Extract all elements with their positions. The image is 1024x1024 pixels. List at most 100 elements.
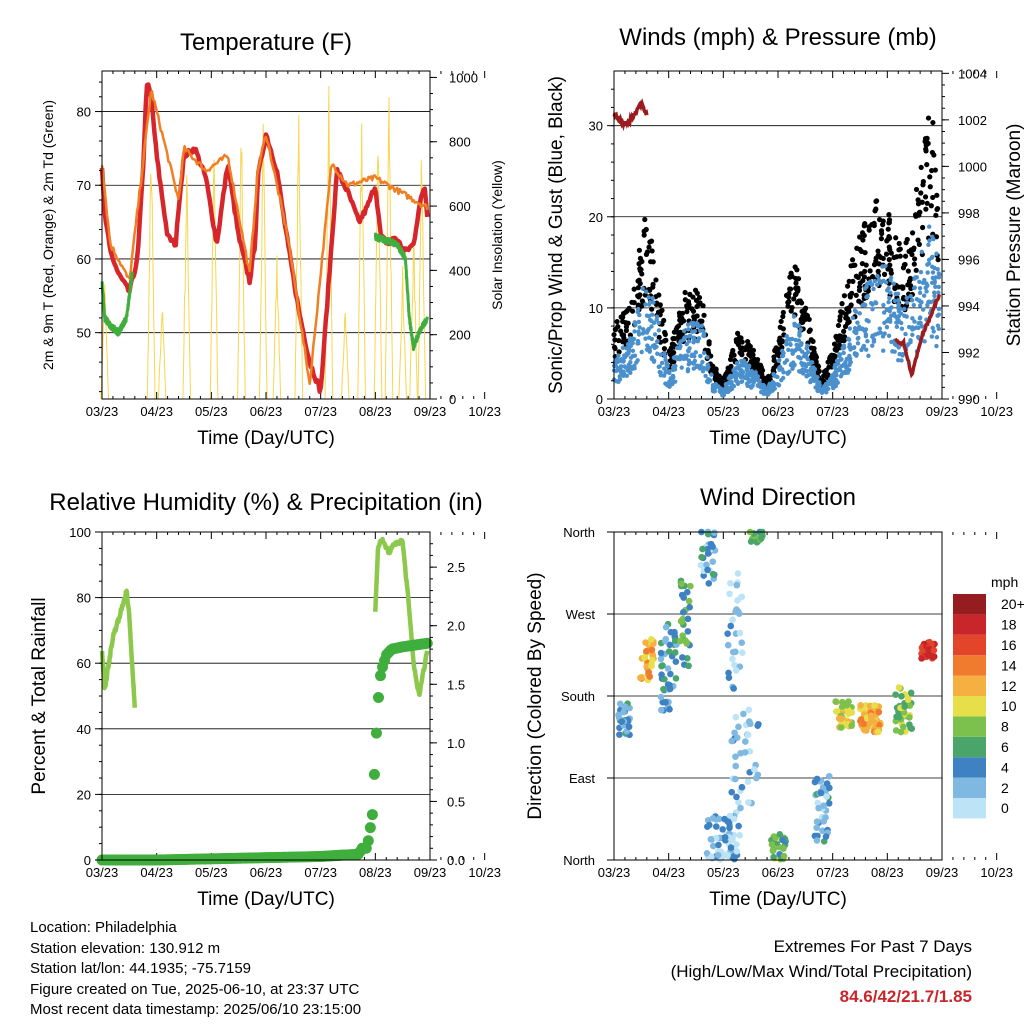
y-axis-label: 2m & 9m T (Red, Orange) & 2m Td (Green) — [40, 100, 56, 370]
legend-title: mph — [991, 574, 1018, 590]
wind-point — [645, 343, 650, 348]
x-tick-label: 05/23 — [707, 865, 740, 880]
gust-point — [788, 270, 794, 276]
direction-point — [741, 749, 749, 756]
gust-point — [888, 270, 894, 276]
gust-point — [682, 289, 688, 296]
wind-point — [841, 343, 847, 348]
gust-point — [920, 224, 926, 231]
solar-spike — [340, 313, 350, 400]
gust-point — [856, 284, 863, 290]
gust-point — [793, 280, 799, 286]
gust-point — [623, 320, 629, 326]
direction-point — [769, 847, 777, 854]
direction-point — [648, 656, 656, 664]
direction-point — [738, 593, 745, 601]
gust-point — [743, 344, 750, 350]
legend-swatch — [953, 655, 986, 676]
solar-spike — [373, 155, 383, 400]
direction-point — [758, 534, 765, 542]
wind-point — [827, 381, 832, 387]
wind-point — [812, 376, 817, 381]
legend-label: 2 — [1001, 780, 1009, 796]
wind-point — [888, 290, 893, 295]
wind-point — [822, 385, 828, 390]
gust-point — [862, 250, 868, 256]
gust-point — [785, 303, 791, 309]
direction-point — [732, 608, 739, 615]
wind-point — [872, 278, 878, 284]
wind-point — [703, 373, 708, 379]
wind-point — [672, 355, 677, 361]
direction-point — [625, 723, 633, 731]
wind-point — [921, 293, 927, 298]
wind-point — [735, 381, 741, 387]
precip-point — [362, 835, 374, 847]
wind-point — [657, 364, 662, 369]
gust-point — [853, 273, 859, 279]
legend-label: 16 — [1001, 637, 1017, 653]
wind-point — [792, 321, 797, 326]
gust-point — [807, 327, 813, 333]
wind-point — [762, 383, 767, 389]
direction-point — [733, 841, 740, 848]
gust-point — [649, 248, 655, 254]
wind-point — [632, 329, 637, 334]
wind-point — [649, 324, 654, 329]
direction-point — [736, 629, 744, 637]
direction-point — [709, 842, 717, 850]
wind-point — [888, 277, 893, 283]
direction-point — [742, 738, 749, 745]
gust-point — [885, 226, 891, 232]
gust-point — [780, 309, 786, 316]
direction-point — [906, 714, 913, 721]
gust-point — [661, 338, 668, 344]
wind-point — [899, 358, 904, 363]
wind-point — [909, 298, 915, 303]
gust-point — [883, 251, 890, 257]
precip-point — [370, 727, 382, 739]
y-tick-label: South — [561, 689, 595, 704]
wind-point — [846, 337, 852, 342]
direction-point — [825, 772, 833, 780]
gust-point — [896, 240, 902, 247]
x-tick-label: 04/23 — [652, 865, 685, 880]
gust-point — [668, 345, 674, 351]
legend-label: 14 — [1001, 657, 1017, 673]
gust-point — [886, 233, 892, 240]
wind-point — [834, 358, 840, 363]
wind-point — [936, 290, 941, 295]
gust-point — [906, 248, 912, 255]
wind-point — [804, 374, 809, 379]
gust-point — [694, 313, 700, 319]
wind-point — [692, 337, 697, 343]
wind-point — [739, 379, 744, 384]
y2-tick-label: 2.0 — [447, 619, 465, 634]
y-tick-label: North — [563, 853, 595, 868]
wind-point — [626, 345, 632, 351]
gust-point — [897, 246, 903, 252]
gust-point — [623, 324, 630, 330]
wind-point — [890, 349, 895, 354]
x-tick-label: 10/23 — [468, 865, 501, 880]
gust-point — [848, 263, 854, 269]
wind-point — [917, 315, 923, 320]
wind-point — [785, 370, 790, 376]
wind-point — [739, 363, 744, 368]
gust-point — [802, 307, 808, 313]
direction-point — [747, 538, 755, 545]
legend-swatch — [953, 675, 986, 696]
wind-point — [922, 277, 927, 283]
direction-point — [745, 706, 753, 714]
direction-point — [660, 685, 667, 693]
direction-point — [704, 530, 712, 538]
wind-point — [914, 325, 919, 330]
precip-point — [421, 637, 433, 649]
solar-spike — [146, 173, 156, 400]
plot-frame — [101, 70, 431, 400]
wind-point — [912, 285, 917, 291]
y-tick-label: 80 — [77, 105, 91, 120]
y-tick-label: 100 — [69, 525, 91, 540]
gust-point — [859, 230, 866, 236]
direction-point — [733, 793, 740, 801]
